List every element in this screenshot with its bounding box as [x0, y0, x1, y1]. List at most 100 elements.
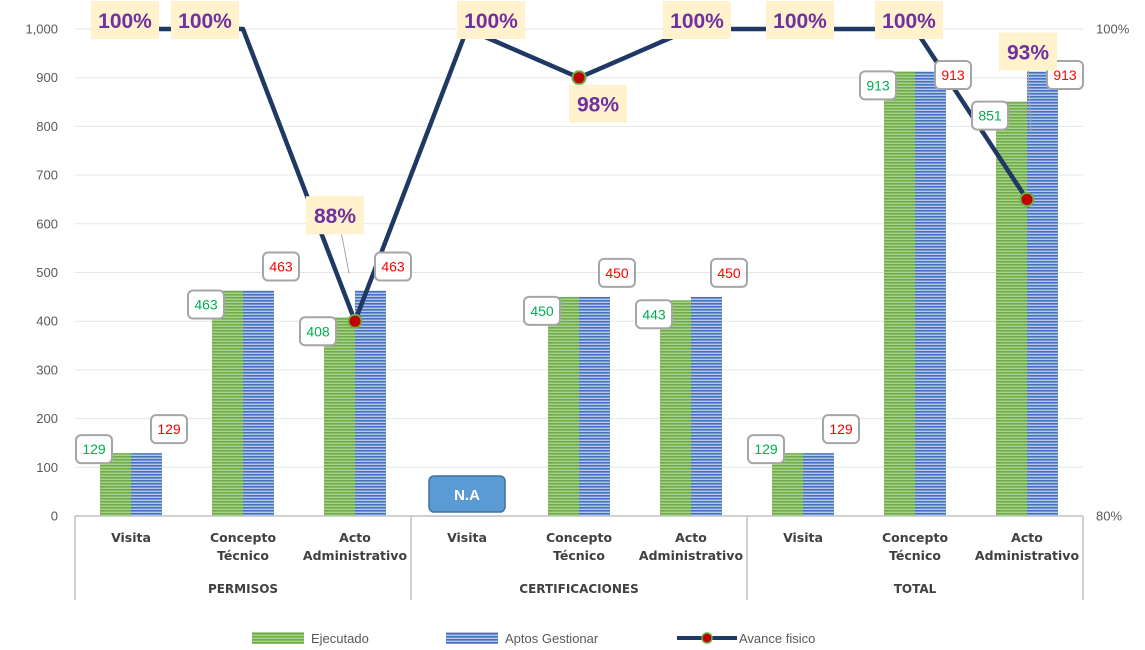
pct-label-box	[457, 1, 525, 39]
label-ejecutado: 443	[642, 306, 666, 322]
bar-aptos-gestionar	[131, 453, 162, 516]
label-ejecutado: 913	[866, 77, 890, 93]
category-label: Técnico	[553, 548, 605, 563]
y-tick-label: 800	[36, 119, 58, 134]
category-label: Concepto	[546, 530, 612, 545]
legend-swatch	[252, 632, 304, 644]
category-label: Administrativo	[303, 548, 408, 563]
y-tick-label: 200	[36, 411, 58, 426]
label-aptos-gestionar: 129	[829, 421, 853, 437]
bar-ejecutado	[324, 317, 355, 516]
label-ejecutado-box	[187, 289, 225, 320]
label-aptos-gestionar: 450	[717, 265, 741, 281]
label-ejecutado-box	[859, 70, 897, 101]
data-labels: N.A 129 463 408 450 443 129 913 851 129 463 463 450 4…	[75, 1, 1084, 513]
category-label: Visita	[111, 530, 151, 545]
y2-tick-label: 100%	[1096, 22, 1130, 37]
label-aptos-gestionar: 129	[157, 421, 181, 437]
label-aptos-gestionar-box	[822, 414, 860, 445]
na-box	[428, 475, 506, 513]
bar-ejecutado	[660, 300, 691, 516]
legend-label: Avance fisico	[739, 631, 815, 646]
group-label: TOTAL	[894, 582, 937, 596]
legend-label: Aptos Gestionar	[505, 631, 599, 646]
label-ejecutado-box	[635, 299, 673, 330]
category-label: Acto	[339, 530, 371, 545]
y2-tick-label: 80%	[1096, 509, 1122, 524]
category-label: Técnico	[889, 548, 941, 563]
label-aptos-gestionar-box	[150, 414, 188, 445]
category-label: Visita	[783, 530, 823, 545]
pct-label-box	[999, 32, 1057, 71]
label-aptos-gestionar-box	[934, 60, 972, 90]
avance-point	[347, 313, 363, 329]
label-aptos-gestionar-box	[262, 251, 300, 282]
category-label: Administrativo	[975, 548, 1080, 563]
label-ejecutado: 129	[82, 441, 106, 457]
legend-label: Ejecutado	[311, 631, 369, 646]
avance-point	[1019, 191, 1035, 207]
bar-aptos-gestionar	[803, 453, 834, 516]
pct-label: 98%	[577, 94, 619, 117]
bar-aptos-gestionar	[691, 296, 722, 516]
bar-aptos-gestionar	[355, 290, 386, 516]
label-aptos-gestionar: 913	[1053, 67, 1077, 83]
group-label: PERMISOS	[208, 582, 278, 596]
pct-label-box	[91, 1, 159, 39]
legend-marker	[701, 632, 713, 644]
pct-label: 100%	[882, 10, 936, 33]
category-label: Administrativo	[639, 548, 744, 563]
bar-aptos-gestionar	[579, 296, 610, 516]
pct-label: 100%	[670, 10, 724, 33]
category-label: Visita	[447, 530, 487, 545]
bar-ejecutado	[548, 296, 579, 516]
label-aptos-gestionar-box	[598, 257, 636, 288]
pct-label: 100%	[773, 10, 827, 33]
label-aptos-gestionar: 450	[605, 265, 629, 281]
legend-swatch	[446, 632, 498, 644]
pct-label: 100%	[98, 10, 152, 33]
y-tick-label: 500	[36, 265, 58, 280]
label-aptos-gestionar-box	[374, 251, 412, 282]
pct-label-box	[663, 1, 731, 39]
y-tick-label: 100	[36, 460, 58, 475]
pct-label-box	[306, 196, 364, 235]
label-ejecutado: 450	[530, 303, 554, 319]
pct-label-box	[171, 1, 239, 39]
category-label: Concepto	[882, 530, 948, 545]
bar-aptos-gestionar	[243, 290, 274, 516]
na-label: N.A	[454, 487, 480, 504]
pct-label-box	[875, 1, 943, 39]
label-ejecutado: 463	[194, 297, 218, 313]
label-ejecutado-box	[747, 434, 785, 465]
bar-ejecutado	[996, 101, 1027, 517]
label-aptos-gestionar: 463	[269, 259, 293, 275]
bar-ejecutado	[212, 290, 243, 516]
pct-label-box	[569, 84, 627, 123]
y-tick-label: 0	[51, 509, 58, 524]
leader-line	[340, 231, 350, 274]
bars	[100, 71, 1058, 517]
pct-label: 93%	[1007, 41, 1049, 64]
leader-line	[1027, 65, 1032, 132]
label-aptos-gestionar-box	[710, 257, 748, 288]
legend: Ejecutado Aptos Gestionar Avance fisico	[252, 631, 815, 646]
label-aptos-gestionar: 913	[941, 67, 965, 83]
bar-aptos-gestionar	[1027, 71, 1058, 516]
label-ejecutado-box	[523, 295, 561, 326]
y-tick-label: 400	[36, 314, 58, 329]
label-aptos-gestionar: 463	[381, 259, 405, 275]
category-label: Acto	[1011, 530, 1043, 545]
label-ejecutado: 851	[978, 108, 1002, 124]
group-label: CERTIFICACIONES	[519, 582, 638, 596]
category-label: Concepto	[210, 530, 276, 545]
y-tick-label: 300	[36, 362, 58, 377]
y-tick-label: 600	[36, 216, 58, 231]
category-label: Técnico	[217, 548, 269, 563]
y-tick-label: 1,000	[25, 22, 58, 37]
label-ejecutado-box	[971, 100, 1009, 131]
label-ejecutado-box	[75, 434, 113, 465]
pct-label: 100%	[464, 10, 518, 33]
pct-label: 88%	[314, 205, 356, 228]
